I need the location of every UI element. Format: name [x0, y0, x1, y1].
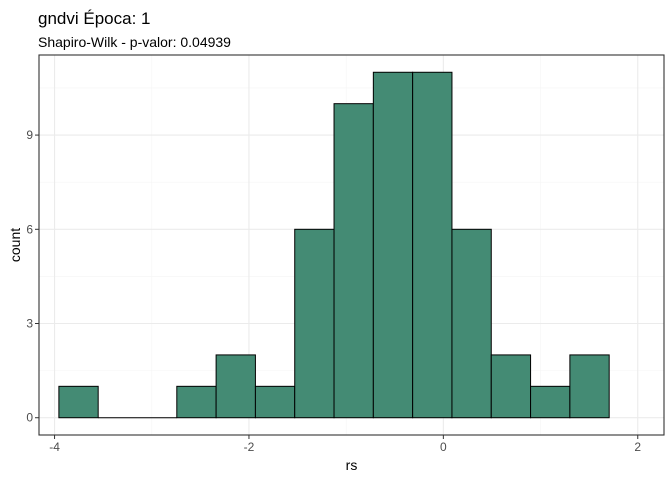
y-tick-label: 3 — [26, 317, 33, 331]
x-axis-label: rs — [346, 457, 358, 473]
x-tick-label: 2 — [634, 440, 641, 454]
histogram-bar — [530, 385, 571, 419]
histogram-bar — [176, 385, 217, 419]
x-tick-label: -4 — [49, 440, 60, 454]
x-tick-label: 0 — [440, 440, 447, 454]
chart-subtitle: Shapiro-Wilk - p-valor: 0.04939 — [38, 34, 231, 50]
histogram-bar — [372, 71, 414, 419]
histogram-bar — [58, 385, 99, 419]
y-tick-label: 0 — [26, 411, 33, 425]
y-tick-label: 6 — [26, 222, 33, 236]
y-axis-label: count — [7, 228, 23, 262]
bars — [58, 71, 610, 419]
histogram-bar — [254, 385, 296, 419]
chart-title: gndvi Época: 1 — [38, 9, 150, 28]
histogram-bar — [294, 228, 335, 419]
histogram-bar — [215, 354, 256, 419]
histogram-bar — [412, 71, 453, 419]
y-tick-label: 9 — [26, 128, 33, 142]
histogram-bar — [569, 354, 610, 419]
x-tick-label: -2 — [244, 440, 255, 454]
axes: -4 -2 0 2 0 3 6 9 — [26, 128, 641, 454]
panel-border — [38, 54, 665, 436]
histogram-bar — [333, 103, 374, 419]
histogram-bar — [451, 228, 492, 419]
histogram-bar — [490, 354, 532, 419]
